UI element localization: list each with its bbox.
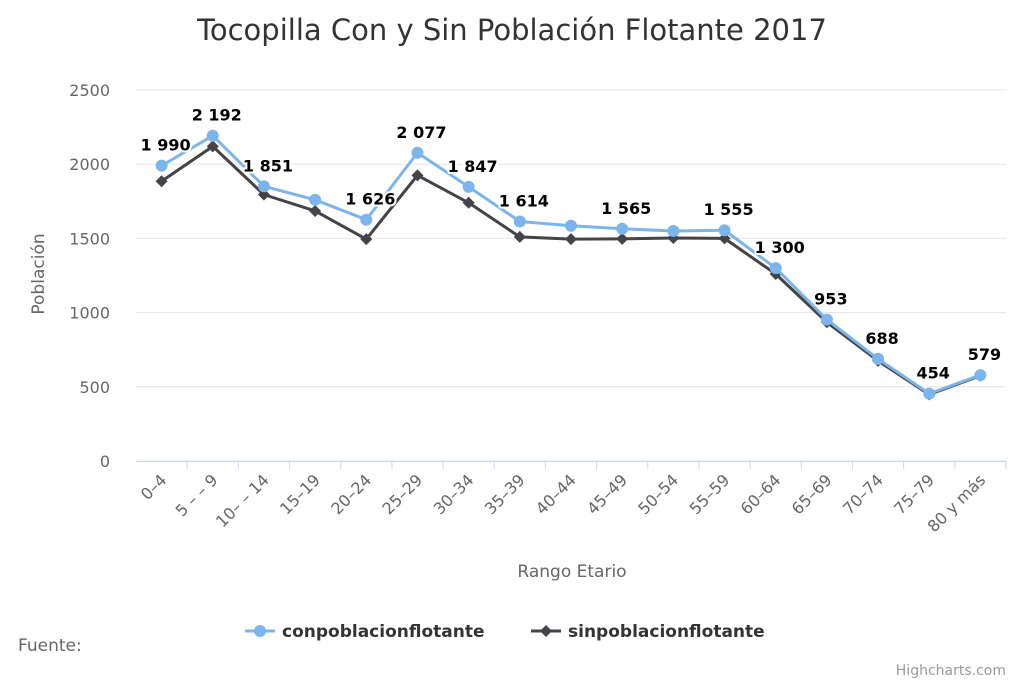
x-tick-label: 50–54 [634, 470, 682, 518]
point-conpoblacionflotante[interactable] [309, 193, 322, 206]
data-label: 1 847 [448, 157, 498, 176]
point-sinpoblacionflotante[interactable] [513, 230, 526, 243]
y-tick-label: 2000 [69, 155, 110, 174]
point-conpoblacionflotante[interactable] [411, 146, 424, 159]
point-conpoblacionflotante[interactable] [667, 224, 680, 237]
point-conpoblacionflotante[interactable] [565, 219, 577, 232]
y-tick-label: 0 [100, 452, 110, 471]
point-sinpoblacionflotante[interactable] [309, 204, 322, 217]
data-label: 1 555 [703, 200, 753, 219]
credits-link[interactable]: Highcharts.com [896, 663, 1006, 679]
plot-series [155, 129, 987, 401]
chart-title: Tocopilla Con y Sin Población Flotante 2… [196, 13, 827, 47]
source-label: Fuente: [18, 636, 82, 656]
point-conpoblacionflotante[interactable] [769, 262, 782, 275]
y-axis-ticks: 0 500 1000 1500 2000 2500 [69, 81, 110, 471]
point-sinpoblacionflotante[interactable] [206, 140, 219, 153]
data-label: 1 990 [141, 136, 191, 155]
legend-marker [254, 625, 266, 637]
x-tick-label: 30–34 [430, 470, 478, 518]
y-tick-label: 2500 [69, 81, 110, 100]
x-axis-ticks: 0–4 5 – – 910– – 14 15–19 20–24 25–29 30–34 35… [137, 461, 1007, 536]
point-sinpoblacionflotante[interactable] [411, 169, 424, 182]
legend-item-sinpoblacionflotante[interactable]: sinpoblacionflotante [531, 622, 765, 642]
point-conpoblacionflotante[interactable] [872, 352, 885, 365]
x-tick-label: 35–39 [481, 470, 529, 518]
data-label: 688 [865, 329, 898, 348]
x-tick-label: 45–49 [583, 470, 631, 518]
point-conpoblacionflotante[interactable] [974, 369, 987, 382]
point-conpoblacionflotante[interactable] [718, 224, 731, 237]
legend-marker [540, 625, 552, 637]
x-tick-label: 25–29 [378, 470, 426, 518]
data-label: 579 [968, 345, 1001, 364]
legend[interactable]: conpoblacionflotante sinpoblacionflotante [245, 622, 765, 642]
point-sinpoblacionflotante[interactable] [360, 233, 373, 246]
point-sinpoblacionflotante[interactable] [616, 232, 629, 245]
point-conpoblacionflotante[interactable] [155, 159, 168, 172]
x-tick-label: 40–44 [532, 470, 580, 518]
point-conpoblacionflotante[interactable] [616, 222, 629, 235]
legend-item-conpoblacionflotante[interactable]: conpoblacionflotante [245, 622, 485, 642]
x-tick-label: 0–4 [137, 470, 170, 503]
point-sinpoblacionflotante[interactable] [462, 196, 475, 209]
gridlines [136, 89, 1006, 462]
data-label: 2 077 [396, 123, 446, 142]
x-tick-label: 60–64 [737, 470, 785, 518]
data-label: 953 [814, 290, 847, 309]
legend-label: conpoblacionflotante [282, 622, 485, 642]
data-label: 1 851 [243, 156, 293, 175]
y-tick-label: 1500 [69, 229, 110, 248]
y-axis-title: Población [29, 233, 49, 314]
x-tick-label: 70–74 [839, 470, 887, 518]
x-tick-label: 20–24 [327, 470, 375, 518]
data-label: 2 192 [192, 106, 242, 125]
x-tick-label: 65–69 [788, 470, 836, 518]
x-tick-label: 15–19 [276, 470, 324, 518]
series-line-sinpoblacionflotante [160, 144, 981, 397]
point-conpoblacionflotante[interactable] [206, 129, 219, 142]
point-sinpoblacionflotante[interactable] [155, 175, 168, 188]
data-label: 1 626 [345, 190, 395, 209]
x-axis-title: Rango Etario [517, 562, 626, 582]
data-label: 454 [917, 364, 950, 383]
x-tick-label: 75–79 [890, 470, 938, 518]
point-conpoblacionflotante[interactable] [820, 313, 833, 326]
data-label: 1 614 [499, 191, 549, 210]
y-tick-label: 500 [79, 378, 110, 397]
x-tick-label: 55–59 [685, 470, 733, 518]
point-sinpoblacionflotante[interactable] [565, 233, 577, 246]
data-label: 1 300 [755, 238, 805, 257]
legend-label: sinpoblacionflotante [568, 622, 765, 642]
y-tick-label: 1000 [69, 304, 110, 323]
point-conpoblacionflotante[interactable] [923, 387, 936, 400]
x-tick-label: 5 – – 9 [172, 470, 222, 520]
x-tick-label: 10– – 14 [212, 470, 273, 531]
point-conpoblacionflotante[interactable] [513, 215, 526, 228]
point-conpoblacionflotante[interactable] [462, 180, 475, 193]
point-sinpoblacionflotante[interactable] [257, 188, 270, 201]
point-conpoblacionflotante[interactable] [360, 213, 373, 226]
point-conpoblacionflotante[interactable] [257, 180, 270, 193]
data-label: 1 565 [601, 199, 651, 218]
